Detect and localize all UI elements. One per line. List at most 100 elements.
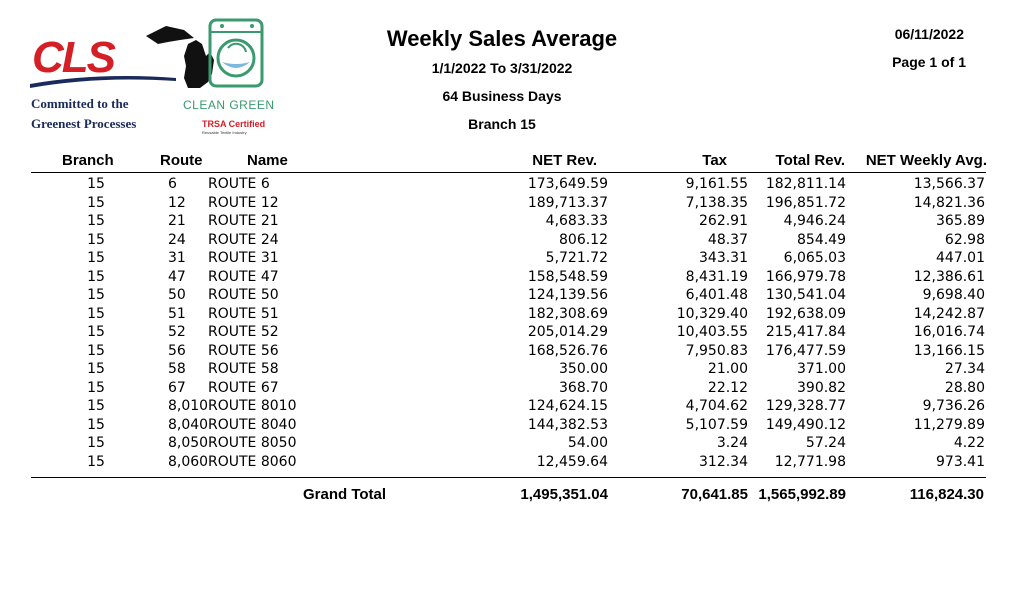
cell-net-rev: 12,459.64 [536,453,608,470]
table-row: 15 50 ROUTE 50 124,139.56 6,401.48 130,5… [0,286,1013,305]
date-range: 1/1/2022 To 3/31/2022 [431,60,573,76]
cell-branch: 15 [87,398,105,414]
cell-net-rev: 368.70 [559,379,608,396]
cell-tax: 3.24 [716,435,748,451]
cell-branch: 15 [87,194,105,211]
table-row: 15 21 ROUTE 21 4,683.33 262.91 4,946.24 … [0,212,1013,231]
cell-net-weekly-avg: 365.89 [936,213,985,229]
cell-net-weekly-avg: 12,386.61 [913,268,985,285]
cell-net-rev: 124,624.15 [527,398,608,414]
cell-name: ROUTE 58 [208,361,279,377]
cell-total-rev: 129,328.77 [765,398,846,414]
cell-total-rev: 6,065.03 [783,250,846,266]
cell-name: ROUTE 8060 [208,453,297,470]
cell-net-weekly-avg: 16,016.74 [913,324,985,340]
cell-net-weekly-avg: 13,166.15 [913,342,985,359]
cell-tax: 7,138.35 [685,194,748,211]
brand-logotype: CLS [32,33,116,82]
cell-name: ROUTE 6 [208,176,270,192]
cell-total-rev: 371.00 [797,361,846,377]
tagline-line-1: Committed to the [31,96,129,111]
cell-tax: 5,107.59 [685,416,748,433]
cell-total-rev: 12,771.98 [774,453,846,470]
cell-net-weekly-avg: 14,242.87 [913,305,985,322]
cell-name: ROUTE 50 [208,287,279,303]
table-row: 15 6 ROUTE 6 173,649.59 9,161.55 182,811… [0,175,1013,194]
cell-net-rev: 54.00 [567,435,608,451]
cell-net-rev: 168,526.76 [527,342,608,359]
cell-name: ROUTE 8050 [208,435,297,451]
cell-net-weekly-avg: 9,736.26 [922,398,985,414]
cell-name: ROUTE 47 [208,268,279,285]
cell-route: 6 [168,176,177,192]
cell-net-rev: 189,713.37 [527,194,608,211]
grand-total-net-weekly-avg: 116,824.30 [909,486,984,503]
cell-branch: 15 [87,342,105,359]
cell-name: ROUTE 56 [208,342,279,359]
trsa-certified-label: TRSA Certified [202,119,266,129]
cell-net-weekly-avg: 27.34 [944,361,985,377]
print-date: 06/11/2022 [894,26,964,42]
washer-icon [208,18,264,88]
table-row: 15 58 ROUTE 58 350.00 21.00 371.00 27.34 [0,360,1013,379]
cell-net-weekly-avg: 447.01 [936,250,985,266]
cell-tax: 10,403.55 [676,324,748,340]
cell-net-weekly-avg: 14,821.36 [913,194,985,211]
cell-route: 67 [168,379,186,396]
trsa-sub-label: Reusable Textile Industry [202,130,247,135]
cell-branch: 15 [87,231,105,248]
col-header-route: Route [160,152,203,169]
col-header-branch: Branch [62,152,114,169]
cell-total-rev: 166,979.78 [765,268,846,285]
cell-net-rev: 806.12 [559,231,608,248]
swoosh-icon [30,76,176,88]
cell-total-rev: 192,638.09 [765,305,846,322]
grand-total-net-rev: 1,495,351.04 [520,486,608,503]
cell-name: ROUTE 67 [208,379,279,396]
header-divider [31,172,986,173]
cell-route: 8,040 [168,416,209,433]
table-row: 15 67 ROUTE 67 368.70 22.12 390.82 28.80 [0,379,1013,398]
table-row: 15 24 ROUTE 24 806.12 48.37 854.49 62.98 [0,231,1013,250]
cell-route: 12 [168,194,186,211]
cell-total-rev: 176,477.59 [765,342,846,359]
cell-total-rev: 390.82 [797,379,846,396]
table-row: 15 8,060 ROUTE 8060 12,459.64 312.34 12,… [0,453,1013,472]
report-title: Weekly Sales Average [386,26,618,51]
cell-tax: 7,950.83 [685,342,748,359]
cell-branch: 15 [87,324,105,340]
cell-name: ROUTE 31 [208,250,279,266]
cell-route: 8,060 [168,453,209,470]
col-header-total-rev: Total Rev. [775,152,845,169]
cell-tax: 22.12 [707,379,748,396]
branch-label: Branch 15 [468,116,536,132]
page-number: Page 1 of 1 [892,54,966,70]
cell-net-rev: 124,139.56 [527,287,608,303]
cell-tax: 48.37 [707,231,748,248]
col-header-net-rev: NET Rev. [532,152,597,169]
table-row: 15 52 ROUTE 52 205,014.29 10,403.55 215,… [0,323,1013,342]
cell-total-rev: 196,851.72 [765,194,846,211]
cell-branch: 15 [87,305,105,322]
cell-name: ROUTE 21 [208,213,279,229]
cell-route: 51 [168,305,186,322]
cell-total-rev: 57.24 [805,435,846,451]
cell-route: 31 [168,250,186,266]
table-row: 15 56 ROUTE 56 168,526.76 7,950.83 176,4… [0,342,1013,361]
cell-net-rev: 5,721.72 [545,250,608,266]
table-row: 15 8,050 ROUTE 8050 54.00 3.24 57.24 4.2… [0,434,1013,453]
cell-net-weekly-avg: 11,279.89 [913,416,985,433]
clean-green-label: CLEAN GREEN [183,98,275,112]
grand-total-total-rev: 1,565,992.89 [758,486,846,503]
company-logo: CLS [28,18,278,138]
cell-net-rev: 4,683.33 [545,213,608,229]
cell-route: 8,050 [168,435,209,451]
cell-branch: 15 [87,453,105,470]
cell-net-weekly-avg: 973.41 [936,453,985,470]
table-row: 15 31 ROUTE 31 5,721.72 343.31 6,065.03 … [0,249,1013,268]
cell-branch: 15 [87,416,105,433]
cell-name: ROUTE 8010 [208,398,297,414]
cell-total-rev: 130,541.04 [765,287,846,303]
cell-name: ROUTE 52 [208,324,279,340]
table-row: 15 8,010 ROUTE 8010 124,624.15 4,704.62 … [0,397,1013,416]
